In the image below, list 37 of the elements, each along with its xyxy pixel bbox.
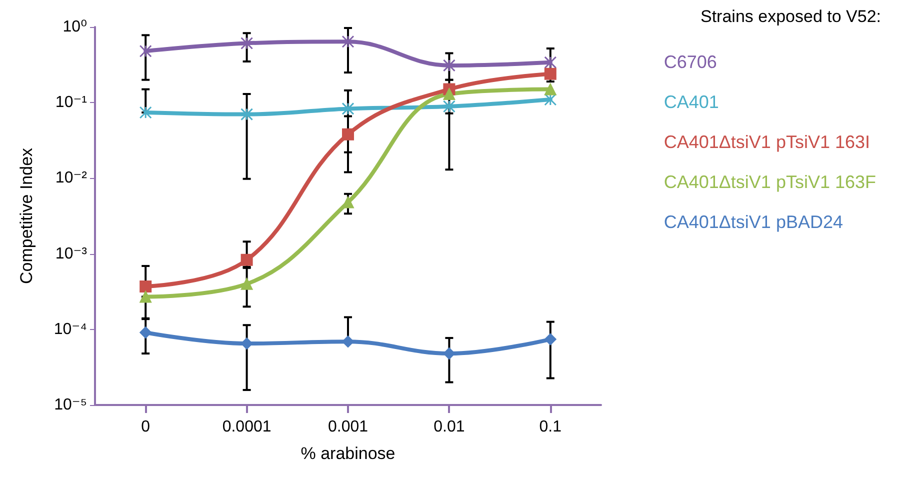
legend-title: Strains exposed to V52:	[700, 7, 882, 26]
point	[442, 59, 456, 72]
y-tick-label: 10⁻³	[55, 245, 88, 262]
point	[240, 278, 253, 290]
text: C6706	[664, 52, 717, 72]
point	[240, 36, 254, 50]
text: CA401	[664, 92, 719, 112]
x-axis-title: % arabinose	[300, 444, 396, 463]
x-tick-label: 0.01	[434, 418, 465, 436]
point	[443, 88, 456, 100]
y-tick-label: 10⁻⁴	[54, 320, 88, 338]
y-tick-label: 10⁰	[62, 18, 87, 36]
text: CA401ΔtsiV1 pTsiV1 163F	[664, 172, 876, 192]
point	[544, 333, 556, 346]
y-tick-label: 10⁻²	[55, 170, 88, 187]
point	[342, 35, 354, 48]
y-tick-label: 10⁻⁵	[54, 396, 87, 414]
text: CA401ΔtsiV1 pTsiV1 163I	[664, 132, 870, 152]
point	[342, 196, 354, 208]
x-tick-label: 0	[141, 418, 150, 436]
point	[342, 128, 354, 140]
y-tick-label: 10⁻¹	[55, 94, 87, 112]
point	[240, 108, 254, 121]
point	[342, 102, 354, 115]
y-axis-title: Competitive Index	[17, 147, 36, 284]
point	[544, 93, 557, 106]
point	[544, 83, 556, 96]
point	[342, 336, 354, 348]
point	[140, 280, 152, 292]
x-tick-label: 0.0001	[222, 418, 272, 436]
point	[544, 56, 557, 69]
x-tick-label: 0.1	[539, 418, 562, 436]
x-tick-label: 0.001	[328, 418, 368, 436]
point	[139, 44, 152, 58]
point	[544, 68, 556, 80]
point	[140, 326, 152, 338]
text: CA401ΔtsiV1 pBAD24	[664, 212, 843, 232]
